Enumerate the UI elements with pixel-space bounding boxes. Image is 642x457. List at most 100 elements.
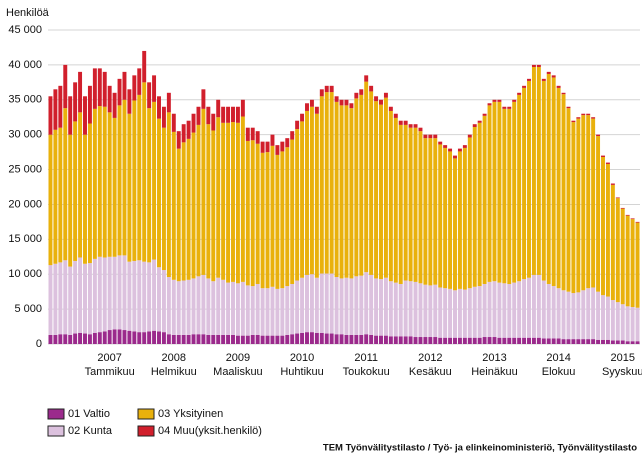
bar-segment <box>635 222 640 308</box>
x-tick-label: 2011 Toukokuu <box>343 352 390 378</box>
bar-segment <box>571 339 576 344</box>
bar-segment <box>295 333 300 344</box>
bar-segment <box>443 288 448 338</box>
bar-segment <box>448 148 453 152</box>
bar-segment <box>58 85 63 128</box>
y-tick-label: 15 000 <box>8 233 42 245</box>
y-axis-label: Henkilöä <box>6 7 50 19</box>
bar-segment <box>255 283 260 335</box>
bar-segment <box>157 267 161 332</box>
bar-segment <box>83 134 87 264</box>
bar-segment <box>221 334 226 344</box>
bar-segment <box>512 101 517 283</box>
bar-segment <box>527 277 531 338</box>
bar-segment <box>78 112 83 258</box>
bar-segment <box>161 106 166 128</box>
bar-segment <box>122 99 127 256</box>
bar-segment <box>507 108 512 284</box>
bar-segment <box>73 260 78 334</box>
bar-segment <box>443 145 448 148</box>
bar-segment <box>226 106 231 123</box>
bar-segment <box>83 96 87 135</box>
bar-segment <box>206 278 211 335</box>
bar-segment <box>275 288 280 336</box>
bar-segment <box>260 288 265 336</box>
bar-segment <box>226 122 231 283</box>
bar-segment <box>191 278 196 335</box>
bar-segment <box>142 50 147 83</box>
bar-segment <box>423 138 428 285</box>
bar-segment <box>369 91 374 275</box>
bar-segment <box>576 118 581 293</box>
bar-segment <box>127 330 132 344</box>
bar-segment <box>53 334 58 344</box>
bar-segment <box>122 71 127 100</box>
bar-segment <box>245 285 250 336</box>
bar-segment <box>581 290 586 340</box>
bar-segment <box>354 92 359 99</box>
bar-segment <box>571 120 576 123</box>
bar-segment <box>235 335 240 344</box>
bar-segment <box>398 120 403 125</box>
bar-segment <box>78 71 83 113</box>
bar-segment <box>354 98 359 277</box>
bar-segment <box>413 281 418 338</box>
bar-segment <box>364 272 369 335</box>
bar-segment <box>290 131 295 140</box>
bar-segment <box>142 332 147 344</box>
bar-segment <box>216 277 221 335</box>
bar-segment <box>97 332 102 344</box>
bar-segment <box>53 263 58 335</box>
x-tick-label: 2012 Kesäkuu <box>409 352 452 378</box>
bar-segment <box>309 106 314 275</box>
bar-segment <box>334 334 339 344</box>
bar-segment <box>408 127 413 282</box>
bar-segment <box>472 126 477 287</box>
x-tick-year: 2015 <box>610 352 634 364</box>
bar-segment <box>102 257 107 332</box>
bar-segment <box>127 113 132 262</box>
bar-segment <box>482 113 487 116</box>
bar-segment <box>354 334 359 344</box>
bar-segment <box>423 284 428 338</box>
bar-segment <box>383 277 388 336</box>
bar-segment <box>309 332 314 344</box>
bar-segment <box>300 121 305 278</box>
bar-segment <box>250 334 255 344</box>
bar-segment <box>527 80 531 278</box>
bar-segment <box>295 129 300 281</box>
bar-segment <box>132 100 137 261</box>
bar-segment <box>102 106 107 258</box>
bar-segment <box>438 287 443 338</box>
bar-segment <box>551 338 556 344</box>
bar-segment <box>625 214 630 216</box>
bar-segment <box>423 337 428 344</box>
bar-segment <box>152 259 157 331</box>
bar-segment <box>374 335 379 344</box>
bar-segment <box>413 127 418 282</box>
bar-segment <box>235 283 240 336</box>
bar-segment <box>73 333 78 344</box>
bar-segment <box>211 113 216 131</box>
bar-segment <box>245 140 250 286</box>
bar-segment <box>541 280 546 339</box>
bar-segment <box>472 337 477 344</box>
bar-segment <box>161 270 166 333</box>
x-tick-month: Kesäkuu <box>409 366 452 378</box>
bar-segment <box>388 336 393 344</box>
bar-segment <box>112 256 117 330</box>
bar-segment <box>477 286 482 338</box>
bar-segment <box>196 124 201 277</box>
bar-segment <box>536 274 541 338</box>
bar-segment <box>561 339 566 344</box>
x-tick-month: Heinäkuu <box>471 366 517 378</box>
bar-segment <box>176 334 181 344</box>
bar-segment <box>635 341 640 344</box>
bar-segment <box>364 334 369 344</box>
bar-segment <box>102 331 107 344</box>
x-tick-label: 2009 Maaliskuu <box>213 352 263 378</box>
bar-segment <box>349 108 354 279</box>
x-tick-month: Maaliskuu <box>213 366 263 378</box>
bar-segment <box>398 336 403 344</box>
bar-segment <box>359 334 364 344</box>
